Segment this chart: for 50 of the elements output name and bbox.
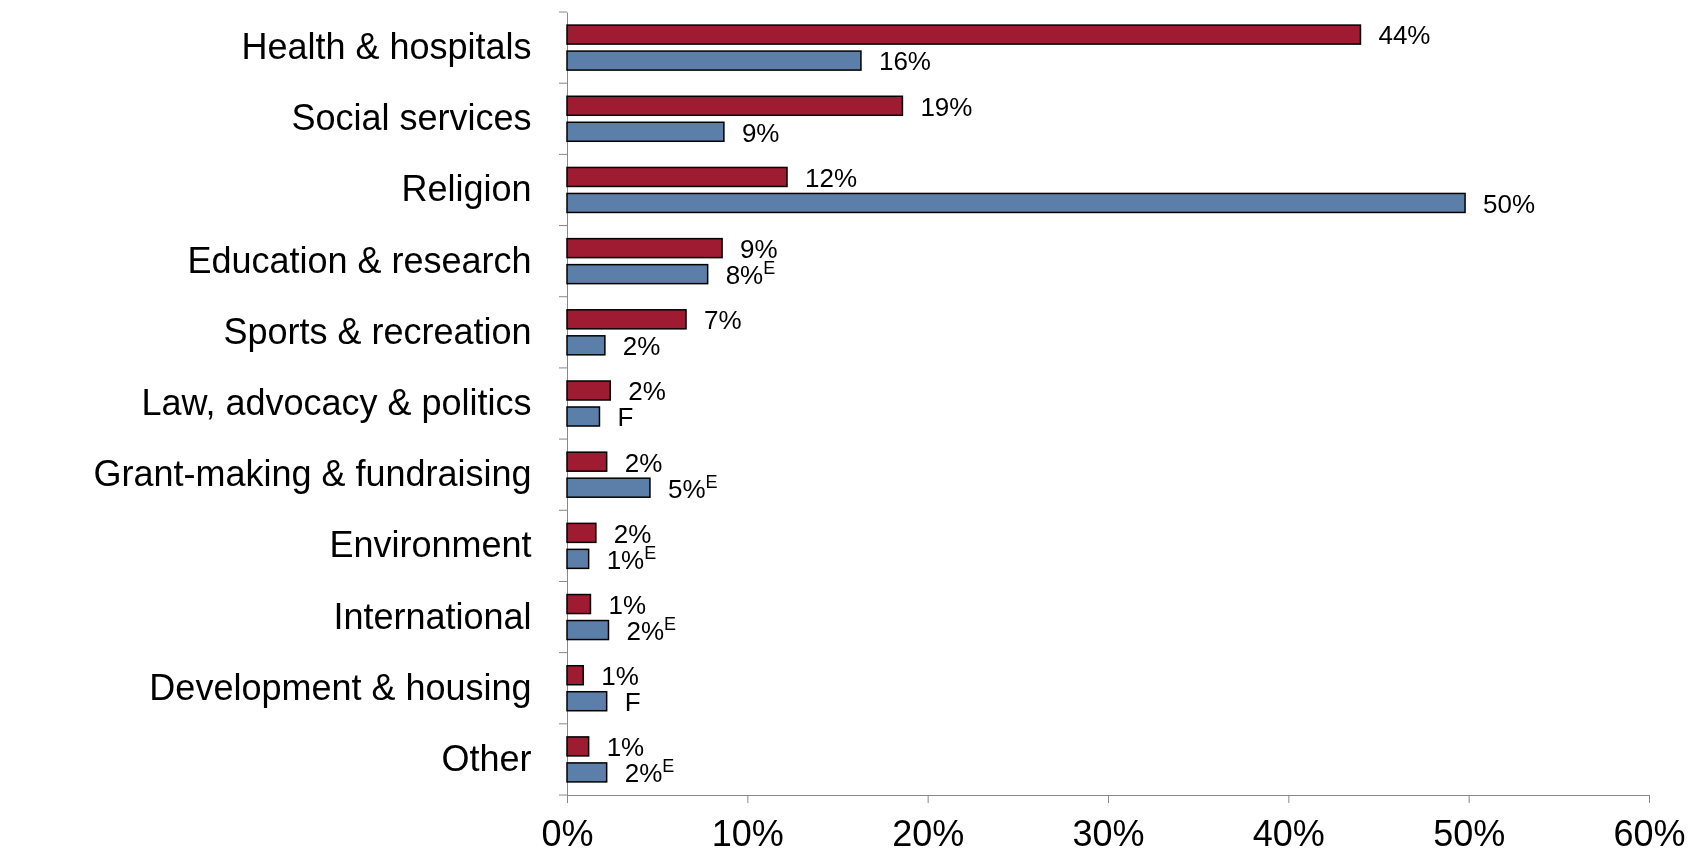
y-tick-label: International — [333, 595, 532, 637]
data-label: 19% — [920, 91, 973, 122]
bar — [566, 192, 1466, 214]
bar — [566, 24, 1362, 45]
data-label: 50% — [1483, 188, 1536, 219]
bar — [566, 477, 651, 498]
y-tick-label: Social services — [291, 97, 532, 139]
bar — [566, 263, 709, 285]
bar — [566, 237, 723, 259]
y-tick-label: Grant-making & fundraising — [93, 453, 532, 495]
bar — [566, 690, 608, 712]
data-label: 2% — [622, 331, 661, 362]
bar — [566, 166, 788, 188]
bar — [566, 50, 862, 71]
bar — [566, 619, 610, 641]
bar — [566, 95, 904, 117]
bar — [566, 309, 687, 330]
x-tick-label: 50% — [1433, 812, 1506, 854]
data-label: 12% — [805, 162, 858, 193]
y-tick-label: Religion — [401, 168, 532, 210]
data-label: 5%$^{E}$ — [667, 471, 718, 504]
y-tick-label: Environment — [329, 524, 532, 566]
data-label: 7% — [704, 305, 742, 336]
data-label: 16% — [878, 46, 931, 77]
x-tick-label: 40% — [1252, 812, 1325, 854]
bar — [566, 736, 590, 757]
y-tick-label: Education & research — [187, 239, 532, 281]
y-tick-label: Health & hospitals — [241, 26, 532, 68]
y-tick-label: Development & housing — [149, 666, 532, 708]
x-tick-label: 30% — [1072, 812, 1145, 854]
bar — [566, 380, 612, 401]
x-tick-label: 0% — [541, 812, 594, 854]
bar — [566, 121, 725, 143]
bar — [566, 548, 590, 570]
bar — [566, 762, 608, 783]
data-label: 2% — [624, 447, 663, 478]
bar — [566, 593, 592, 615]
y-tick-label: Sports & recreation — [223, 310, 532, 352]
bar — [566, 335, 606, 356]
data-label: 9% — [741, 117, 780, 148]
x-tick-label: 20% — [892, 812, 965, 854]
x-tick-label: 60% — [1613, 812, 1686, 854]
x-tick-label: 10% — [711, 812, 784, 854]
bar — [566, 451, 608, 472]
y-tick-label: Law, advocacy & politics — [141, 382, 532, 424]
bar — [566, 522, 597, 544]
data-label: 44% — [1378, 20, 1431, 51]
y-tick-label: Other — [441, 737, 532, 779]
bar — [566, 664, 584, 686]
bar — [566, 406, 601, 427]
